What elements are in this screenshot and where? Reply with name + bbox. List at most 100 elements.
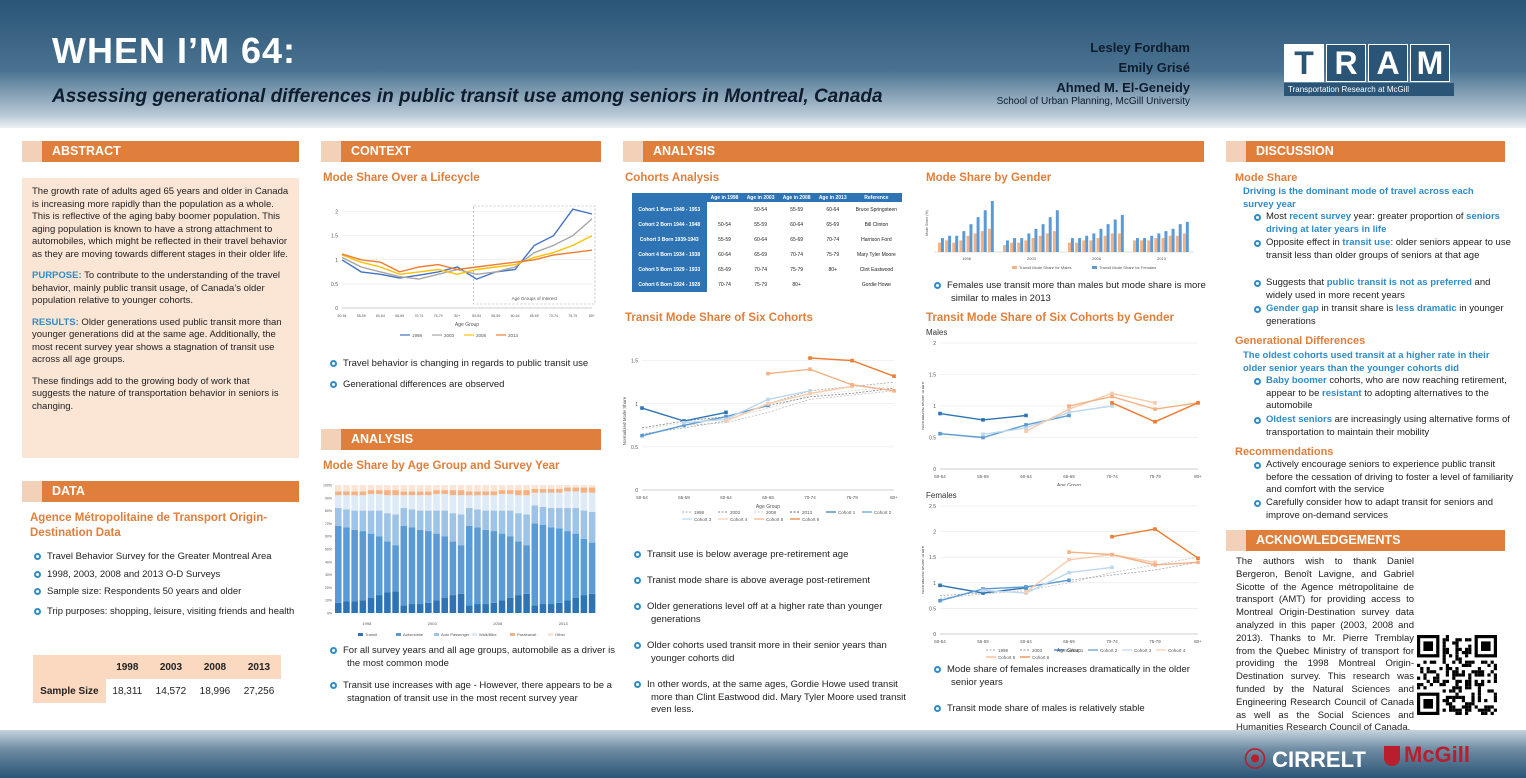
cohort-table-header: Age in 1998 [706, 193, 743, 202]
six-cohorts-title: Transit Mode Share of Six Cohorts [625, 312, 813, 324]
qr-module [1465, 686, 1469, 690]
bar [973, 233, 977, 252]
legend-swatch [548, 633, 553, 636]
bar-segment [425, 495, 432, 511]
bar-segment [490, 510, 498, 532]
qr-module [1452, 689, 1456, 693]
cohort-table-cell: 65-69 [826, 221, 840, 228]
bar-segment [531, 488, 539, 493]
qr-module [1452, 705, 1456, 709]
bar [1045, 233, 1049, 252]
cohort-table-cell: 60-64 [826, 206, 840, 213]
qr-module [1442, 651, 1446, 655]
bar [1106, 224, 1110, 252]
y-tick-label: 2 [933, 530, 936, 536]
six-gender-bullet: Transit mode share of males is relativel… [934, 703, 1196, 716]
bar [969, 224, 973, 252]
legend-label: Auto Passenger [441, 632, 470, 637]
bar-segment [400, 508, 408, 526]
cohort-table-cell: 65-69 [718, 266, 731, 273]
qr-module [1493, 679, 1497, 683]
table-corner [33, 655, 106, 679]
bar-segment [539, 492, 547, 507]
y-tick-label: 70% [325, 522, 332, 526]
y-axis-label: Normalized Mode Share [922, 545, 925, 594]
x-tick-label: 55-59 [977, 639, 989, 644]
data-point [938, 598, 942, 603]
bar-segment [474, 491, 481, 496]
y-tick-label: 2 [933, 341, 936, 347]
bar-segment [335, 508, 342, 526]
x-tick-label: 50-54 [934, 474, 946, 479]
discussion-bullet: Gender gap in transit share is less dram… [1254, 303, 1516, 328]
qr-module [1455, 651, 1459, 655]
qr-module [1455, 667, 1459, 671]
qr-module [1474, 705, 1478, 709]
legend-swatch [472, 633, 477, 636]
bar-segment [539, 488, 547, 493]
qr-code[interactable] [1417, 635, 1497, 715]
qr-module [1458, 673, 1462, 677]
abstract-text: The growth rate of adults aged 65 years … [32, 186, 289, 260]
bar [1161, 238, 1165, 252]
bar-segment [466, 491, 473, 496]
qr-module [1477, 673, 1481, 677]
bar-segment [384, 485, 391, 491]
bar-segment [498, 510, 506, 534]
data-point [1110, 404, 1114, 408]
bar-segment [375, 493, 383, 511]
bar-segment [449, 490, 457, 496]
qr-module [1493, 708, 1497, 712]
legend-label: 1998 [412, 333, 423, 338]
cohort-table-cell: 70-74 [718, 281, 731, 288]
series-line [725, 385, 853, 422]
x-axis-label: Age Group [756, 504, 780, 510]
qr-module [1449, 702, 1453, 706]
qr-module [1487, 708, 1491, 712]
data-point [682, 420, 686, 425]
poster-title: WHEN I’M 64: [52, 30, 297, 71]
bar-segment [498, 600, 506, 613]
series-line [341, 249, 593, 273]
cohort-table-cell: 70-74 [790, 251, 804, 258]
legend-label: Cohort 6 [802, 517, 820, 522]
bar [983, 210, 987, 252]
table-cell: 18,996 [199, 685, 231, 697]
qr-module [1468, 673, 1472, 677]
cohort-table-cell: Harrison Ford [861, 236, 892, 243]
y-tick-label: 0.5 [331, 282, 338, 288]
bar [1133, 240, 1136, 252]
legend-label: Cohort 2 [1100, 648, 1118, 653]
qr-module [1445, 667, 1449, 671]
bar-segment [416, 604, 424, 613]
y-tick-label: 80% [325, 509, 332, 513]
cohort-table-cell: 50-54 [754, 206, 767, 213]
qr-module [1493, 663, 1497, 667]
x-tick-label: 55-59 [491, 314, 500, 318]
bar-segment [457, 490, 465, 496]
x-tick-label: 75-79 [1149, 639, 1161, 644]
qr-module [1445, 651, 1449, 655]
qr-module [1477, 699, 1481, 703]
qr-module [1429, 660, 1433, 664]
qr-module [1487, 689, 1491, 693]
x-tick-label: 55-59 [977, 474, 989, 479]
bar-segment [564, 531, 571, 601]
qr-module [1449, 654, 1453, 658]
qr-module [1452, 699, 1456, 703]
bar-segment [523, 545, 530, 594]
bar-segment [400, 605, 408, 613]
qr-module [1461, 695, 1465, 699]
gender-bullet: Females use transit more than males but … [934, 280, 1213, 305]
data-point [766, 371, 770, 376]
bar-segment [441, 493, 448, 511]
bar-segment [335, 525, 342, 603]
cohort-table-header: Age in 2003 [742, 193, 779, 202]
data-point [808, 389, 812, 393]
bar-segment [506, 485, 514, 491]
bar [1147, 240, 1151, 252]
logo-letter: R [1326, 44, 1366, 82]
data-point [981, 435, 985, 440]
bar-segment [441, 510, 448, 537]
y-tick-label: 2 [335, 210, 338, 216]
